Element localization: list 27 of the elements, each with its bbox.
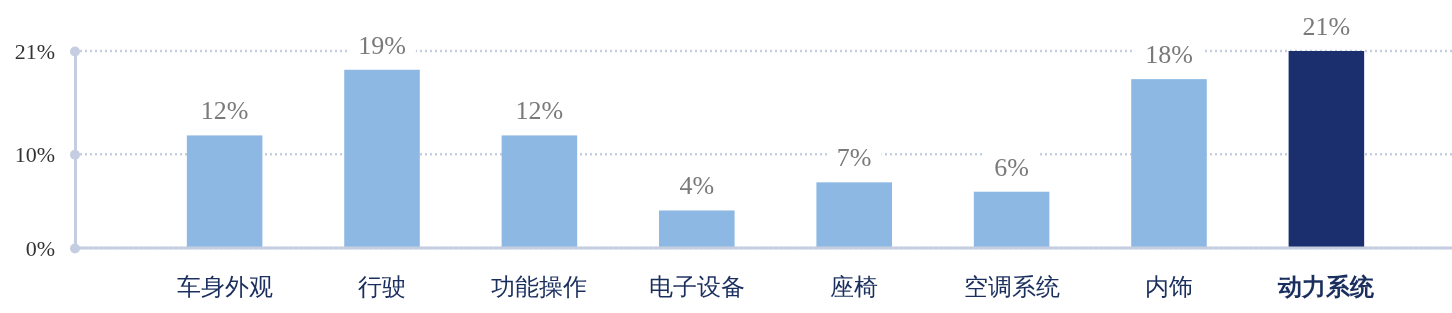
y-tick-label: 0%	[25, 235, 55, 261]
bar	[1288, 51, 1365, 248]
data-label: 7%	[836, 143, 872, 173]
y-tick-label: 10%	[14, 141, 55, 167]
bar	[659, 210, 735, 248]
bar	[344, 69, 420, 248]
x-tick-label: 内饰	[1144, 273, 1193, 301]
bar	[973, 191, 1050, 248]
bar	[186, 135, 263, 248]
data-label: 6%	[994, 152, 1029, 182]
x-tick-label: 座椅	[830, 273, 879, 301]
data-label: 4%	[679, 171, 715, 201]
x-tick-label: 功能操作	[491, 273, 588, 301]
x-tick-label: 动力系统	[1277, 273, 1376, 301]
bar	[1131, 79, 1207, 248]
bar	[816, 182, 892, 248]
x-tick-label: 空调系统	[963, 273, 1060, 301]
data-label: 12%	[200, 96, 249, 126]
x-tick-label: 车身外观	[176, 273, 273, 301]
data-label: 19%	[358, 30, 406, 60]
x-tick-label: 电子设备	[648, 273, 745, 301]
data-label: 12%	[515, 96, 564, 126]
bar	[501, 135, 578, 248]
data-label: 21%	[1302, 12, 1351, 41]
y-tick-label: 21%	[14, 38, 55, 64]
x-tick-label: 行驶	[358, 273, 407, 301]
data-label: 18%	[1145, 40, 1193, 70]
